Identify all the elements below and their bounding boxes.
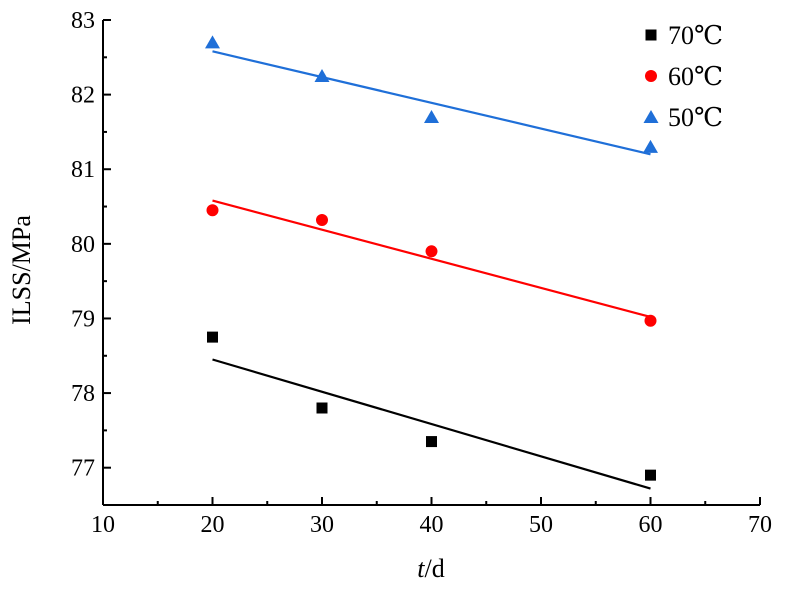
legend-marker bbox=[645, 29, 657, 41]
x-axis-label: t/d bbox=[417, 554, 444, 583]
legend-marker bbox=[643, 110, 659, 123]
x-axis-label-unit: /d bbox=[425, 554, 445, 583]
fit-line bbox=[212, 358, 651, 490]
legend-label: 60℃ bbox=[668, 62, 723, 91]
data-point bbox=[207, 331, 218, 343]
fit-line bbox=[212, 199, 651, 319]
y-tick-label: 83 bbox=[71, 8, 95, 34]
axes: 10 20 30 40 50 60 70 77 78 79 80 81 82 83 bbox=[71, 8, 772, 538]
y-tick-label: 80 bbox=[71, 232, 95, 258]
data-point bbox=[643, 139, 658, 153]
data-point bbox=[426, 436, 437, 448]
x-tick-label: 40 bbox=[420, 512, 444, 538]
y-tick-label: 78 bbox=[71, 381, 95, 407]
data-point bbox=[425, 245, 438, 258]
data-point bbox=[206, 204, 219, 217]
data-point bbox=[314, 68, 330, 82]
y-tick-label: 79 bbox=[71, 306, 95, 332]
legend: 70℃ 60℃ 50℃ bbox=[643, 21, 723, 132]
data-point bbox=[316, 402, 328, 414]
data-point bbox=[644, 314, 657, 327]
y-axis-label: ILSS/MPa bbox=[7, 215, 36, 325]
legend-label: 70℃ bbox=[668, 21, 723, 50]
x-tick-label: 20 bbox=[201, 512, 225, 538]
x-tick-label: 50 bbox=[529, 512, 553, 538]
data-point bbox=[205, 35, 220, 49]
x-tick-label: 60 bbox=[639, 512, 663, 538]
y-tick-label: 82 bbox=[71, 83, 95, 109]
fit-lines bbox=[212, 50, 651, 490]
x-tick-label: 10 bbox=[91, 512, 115, 538]
legend-marker bbox=[645, 70, 657, 82]
data-point bbox=[645, 469, 656, 481]
data-points bbox=[205, 35, 658, 481]
legend-label: 50℃ bbox=[668, 103, 723, 132]
data-point bbox=[424, 110, 439, 123]
y-tick-label: 81 bbox=[71, 157, 95, 183]
x-tick-label: 70 bbox=[748, 512, 772, 538]
x-tick-label: 30 bbox=[310, 512, 334, 538]
x-axis-label-variable: t bbox=[417, 554, 425, 583]
y-tick-label: 77 bbox=[71, 456, 95, 482]
data-point bbox=[316, 213, 328, 226]
fit-line bbox=[212, 50, 651, 156]
